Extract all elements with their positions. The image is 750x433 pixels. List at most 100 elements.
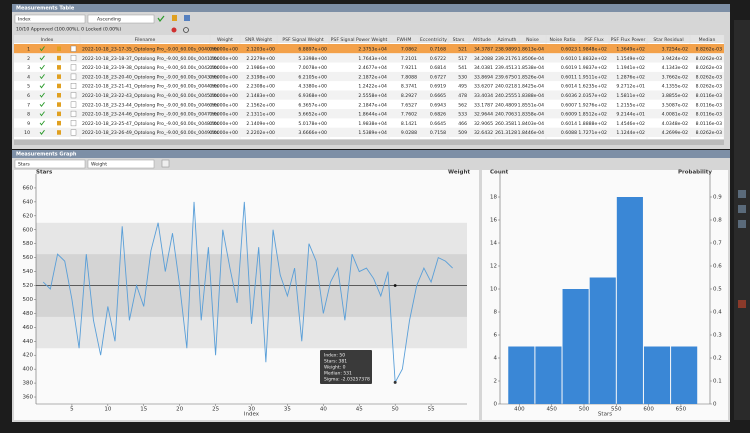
graph-title: Measurements Graph	[16, 152, 77, 158]
table-cell: 34.2088	[474, 56, 493, 62]
table-cell: 5	[27, 84, 30, 90]
y2-tick-label: 0.2	[713, 356, 722, 362]
column-header: Weight	[217, 37, 233, 43]
table-cell: 8.0262e-03	[696, 65, 722, 71]
table-row[interactable]	[14, 53, 724, 63]
table-cell: 1.5811e+02	[616, 93, 645, 99]
expand-icon[interactable]	[184, 15, 190, 21]
approve-icon[interactable]	[157, 15, 165, 23]
table-header	[14, 35, 724, 43]
export-button[interactable]	[161, 159, 170, 168]
table-cell: 8.0116e-03	[696, 112, 722, 118]
table-row[interactable]	[14, 81, 724, 91]
file-icon	[70, 73, 77, 80]
table-cell: 530	[458, 74, 467, 80]
tooltip-line: Stars: 381	[324, 359, 347, 365]
table-cell: 2022-10-18_23-21-41_Optolong Pro_-9.00_6…	[82, 84, 219, 90]
table-cell: 2022-10-18_23-23-44_Optolong Pro_-9.00_6…	[82, 102, 219, 108]
table-cell: 260.3581	[495, 121, 517, 127]
table-row[interactable]	[14, 71, 724, 82]
y-tick-label: 500	[23, 297, 34, 303]
file-icon	[70, 92, 77, 99]
table-row[interactable]	[14, 99, 724, 110]
y-tick-label: 2	[494, 379, 498, 385]
scrollbar[interactable]	[14, 140, 724, 145]
sort-key-dropdown[interactable]	[14, 14, 86, 24]
status-text: 10/10 Approved (100.00%), 0 Locked (0.00…	[16, 27, 121, 33]
table-cell: 0.6919	[430, 84, 446, 90]
lock-icon	[57, 65, 61, 70]
table-cell: 240.2555	[495, 93, 517, 99]
lock-icon	[57, 130, 61, 135]
side-icon[interactable]	[738, 220, 746, 228]
y2-tick-label: 0.9	[713, 195, 722, 201]
table-cell: 1.9838e+04	[358, 121, 387, 127]
table-row[interactable]	[14, 118, 724, 128]
sort-order-dropdown[interactable]	[87, 14, 155, 24]
y2-axis-label: Weight	[448, 170, 470, 176]
lock-icon	[57, 74, 61, 79]
table-row[interactable]	[14, 90, 724, 100]
table-cell: 6.3657e+00	[298, 102, 327, 108]
table-title: Measurements Table	[16, 6, 75, 12]
table-cell: 2.1203e+00	[246, 46, 275, 52]
reset-icon[interactable]	[183, 27, 189, 33]
table-cell: 5.3398e+00	[298, 56, 327, 62]
table-cell: 0.6014	[561, 84, 577, 90]
table-cell: 1.8526e-04	[518, 74, 544, 80]
y2-tick-label: 0.8	[713, 218, 722, 224]
table-cell: 1.8644e+04	[358, 112, 387, 118]
table-cell: 2.3198e+00	[246, 74, 275, 80]
y-axis-label: Stars	[36, 170, 53, 176]
table-cell: 0.0000e+00	[209, 74, 238, 80]
histogram-bar	[671, 346, 698, 404]
side-icon[interactable]	[738, 300, 746, 308]
approved-check	[39, 111, 45, 117]
table-cell: 541	[458, 65, 467, 71]
x-property-dropdown[interactable]	[14, 159, 86, 169]
table-cell: 0.0000e+00	[209, 84, 238, 90]
table-cell: 1.8425e-04	[518, 84, 544, 90]
lock-icon	[57, 93, 61, 98]
table-cell: 4.2699e-02	[662, 130, 688, 136]
table-cell: 10	[24, 130, 30, 136]
table-cell: 0.6014	[561, 121, 577, 127]
y-tick-label: 8	[494, 310, 498, 316]
y-tick-label: 360	[23, 395, 34, 401]
table-cell: 2.3753e+04	[358, 46, 387, 52]
table-cell: 0.0000e+00	[209, 93, 238, 99]
table-cell: 8.0262e-03	[696, 56, 722, 62]
approved-check	[39, 46, 45, 52]
file-icon	[70, 64, 77, 71]
tooltip-line: Sigma: -2.03257378	[324, 377, 370, 383]
column-header: Eccentricity	[420, 37, 447, 43]
selected-point[interactable]	[393, 380, 397, 384]
side-icon[interactable]	[738, 205, 746, 213]
table-cell: 8.0262e-03	[696, 130, 722, 136]
y-tick-label: 18	[490, 195, 497, 201]
x-tick-label: 10	[104, 407, 111, 413]
table-cell: 8.8262e-03	[696, 46, 722, 52]
table-row[interactable]	[14, 109, 724, 119]
table-cell: 2.2279e+00	[246, 56, 275, 62]
table-row[interactable]	[14, 62, 724, 72]
approved-check	[39, 83, 45, 89]
lock-icon[interactable]	[172, 15, 177, 21]
side-icon[interactable]	[738, 190, 746, 198]
remove-icon[interactable]	[171, 27, 177, 33]
table-row[interactable]	[14, 44, 724, 54]
table-cell: 1.7271e+02	[578, 130, 607, 136]
table-cell: 7.7602	[401, 112, 417, 118]
table-cell: 1	[27, 46, 30, 52]
table-cell: 33.1787	[474, 102, 493, 108]
table-cell: 7.0078e+00	[298, 65, 327, 71]
y-axis-label: Count	[490, 170, 509, 176]
column-header: Filename	[135, 37, 156, 43]
y-property-dropdown[interactable]	[87, 159, 155, 169]
table-cell: 8.0116e-03	[696, 121, 722, 127]
table-cell: 0.0000e+00	[209, 112, 238, 118]
table-row[interactable]	[14, 127, 724, 137]
approved-check	[39, 92, 45, 98]
table-cell: 1.9276e+02	[578, 102, 607, 108]
